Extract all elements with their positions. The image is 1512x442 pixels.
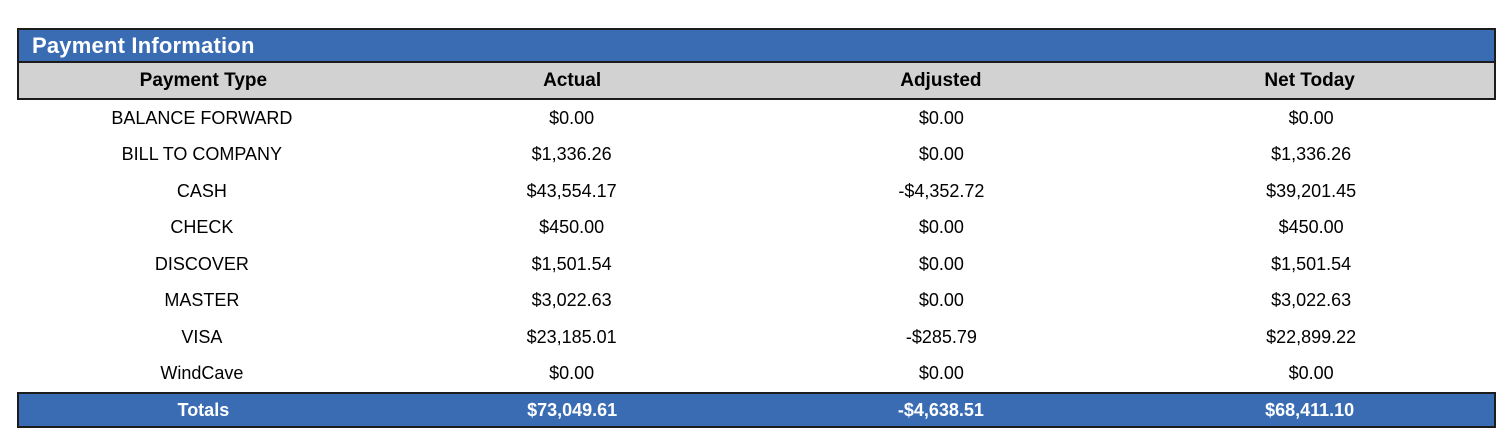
totals-adjusted: -$4,638.51 xyxy=(897,399,984,420)
cell-actual: $1,501.54 xyxy=(531,253,612,274)
cell-actual: $23,185.01 xyxy=(526,326,617,347)
cell-net-today: $22,899.22 xyxy=(1266,326,1357,347)
cell-payment-type: BILL TO COMPANY xyxy=(121,144,283,165)
table-row: VISA $23,185.01 -$285.79 $22,899.22 xyxy=(17,319,1496,356)
cell-actual: $43,554.17 xyxy=(526,180,617,201)
table-row: MASTER $3,022.63 $0.00 $3,022.63 xyxy=(17,282,1496,319)
column-header-net-today: Net Today xyxy=(1264,69,1355,91)
table-row: BILL TO COMPANY $1,336.26 $0.00 $1,336.2… xyxy=(17,136,1496,173)
cell-payment-type: BALANCE FORWARD xyxy=(111,107,293,128)
column-header-payment-type: Payment Type xyxy=(139,69,268,91)
cell-payment-type: CASH xyxy=(176,180,227,201)
totals-label: Totals xyxy=(177,399,230,420)
cell-net-today: $1,501.54 xyxy=(1271,253,1352,274)
cell-payment-type: CHECK xyxy=(170,217,234,238)
column-header-actual: Actual xyxy=(543,69,602,91)
cell-payment-type: WindCave xyxy=(160,363,244,384)
cell-net-today: $450.00 xyxy=(1278,217,1344,238)
column-header-adjusted: Adjusted xyxy=(900,69,982,91)
table-row: BALANCE FORWARD $0.00 $0.00 $0.00 xyxy=(17,100,1496,137)
cell-actual: $0.00 xyxy=(549,363,595,384)
cell-net-today: $39,201.45 xyxy=(1266,180,1357,201)
cell-adjusted: $0.00 xyxy=(918,363,964,384)
cell-actual: $3,022.63 xyxy=(531,290,612,311)
cell-adjusted: $0.00 xyxy=(918,144,964,165)
cell-adjusted: $0.00 xyxy=(918,290,964,311)
cell-payment-type: DISCOVER xyxy=(154,253,249,274)
cell-adjusted: $0.00 xyxy=(918,253,964,274)
cell-actual: $450.00 xyxy=(539,217,605,238)
cell-adjusted: -$4,352.72 xyxy=(898,180,985,201)
table-totals-row: Totals $73,049.61 -$4,638.51 $68,411.10 xyxy=(17,392,1496,428)
table-header-row: Payment Type Actual Adjusted Net Today xyxy=(17,63,1496,100)
cell-net-today: $3,022.63 xyxy=(1271,290,1352,311)
cell-net-today: $0.00 xyxy=(1288,363,1334,384)
table-body: BALANCE FORWARD $0.00 $0.00 $0.00 BILL T… xyxy=(17,100,1496,392)
table-row: CASH $43,554.17 -$4,352.72 $39,201.45 xyxy=(17,173,1496,210)
cell-actual: $1,336.26 xyxy=(531,144,612,165)
cell-payment-type: VISA xyxy=(181,326,223,347)
cell-adjusted: $0.00 xyxy=(918,107,964,128)
table-row: DISCOVER $1,501.54 $0.00 $1,501.54 xyxy=(17,246,1496,283)
table-row: WindCave $0.00 $0.00 $0.00 xyxy=(17,355,1496,392)
cell-net-today: $1,336.26 xyxy=(1271,144,1352,165)
cell-payment-type: MASTER xyxy=(164,290,240,311)
cell-net-today: $0.00 xyxy=(1288,107,1334,128)
panel-title: Payment Information xyxy=(32,32,255,58)
panel-title-bar: Payment Information xyxy=(17,28,1496,63)
payment-information-panel: Payment Information Payment Type Actual … xyxy=(17,28,1496,428)
cell-actual: $0.00 xyxy=(549,107,595,128)
cell-adjusted: -$285.79 xyxy=(905,326,977,347)
totals-net-today: $68,411.10 xyxy=(1265,399,1355,420)
totals-actual: $73,049.61 xyxy=(527,399,618,420)
cell-adjusted: $0.00 xyxy=(918,217,964,238)
table-row: CHECK $450.00 $0.00 $450.00 xyxy=(17,209,1496,246)
